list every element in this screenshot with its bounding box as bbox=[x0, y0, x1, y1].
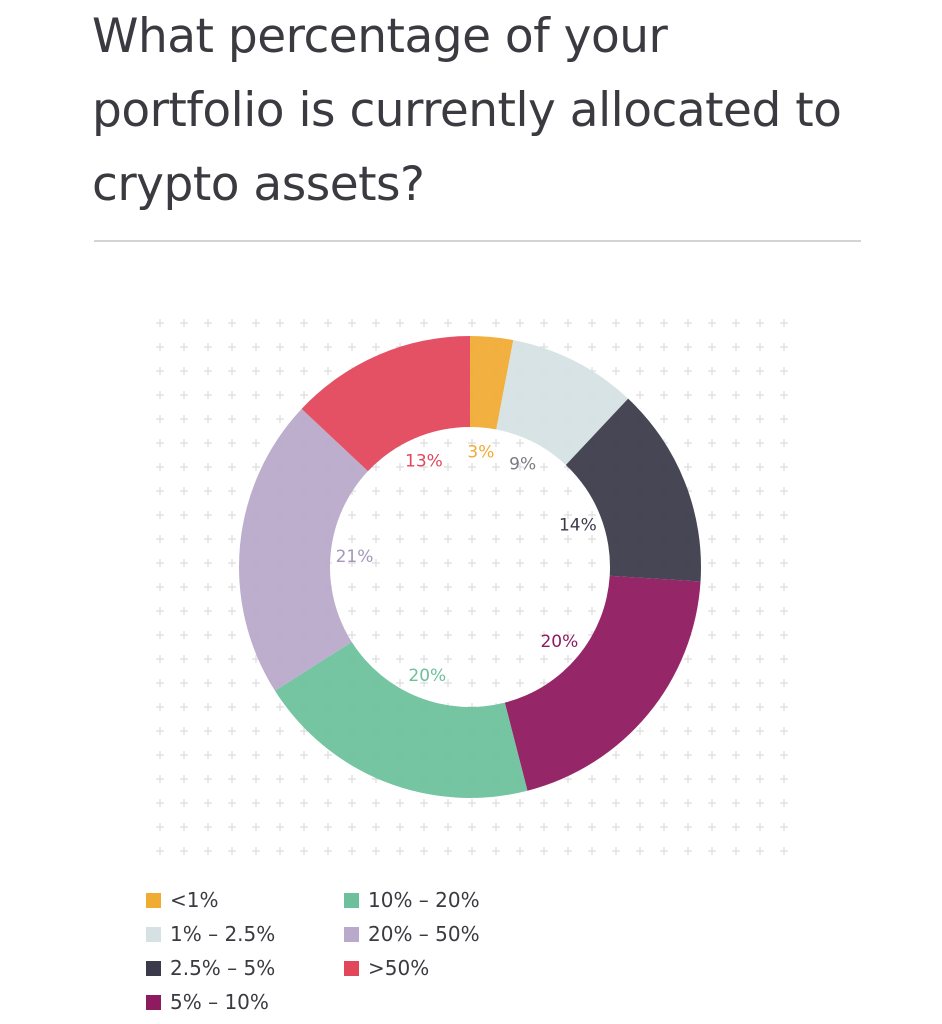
slice-2-5-5 bbox=[565, 398, 701, 582]
title-divider bbox=[94, 240, 861, 242]
legend-item-20-50: 20% – 50% bbox=[344, 922, 480, 946]
legend-item-5-10: 5% – 10% bbox=[146, 990, 269, 1014]
slice-10-20 bbox=[274, 642, 528, 798]
slice-5-10 bbox=[504, 575, 701, 791]
legend-swatch bbox=[146, 892, 161, 908]
slice-label-gt-50: 13% bbox=[405, 452, 443, 472]
legend-label: <1% bbox=[170, 888, 219, 912]
legend-item-gt-50: >50% bbox=[344, 956, 429, 980]
donut-slices bbox=[239, 336, 701, 798]
legend-label: 5% – 10% bbox=[170, 990, 269, 1014]
slice-label-1-2-5: 9% bbox=[509, 455, 536, 475]
page-title: What percentage of your portfolio is cur… bbox=[92, 9, 842, 212]
slice-label-10-20: 20% bbox=[408, 666, 446, 686]
slice-labels: 3% 9% 14% 20% 20% 21% 13% bbox=[336, 443, 597, 686]
legend-item-10-20: 10% – 20% bbox=[344, 888, 480, 912]
legend-label: 1% – 2.5% bbox=[170, 922, 276, 946]
legend-swatch bbox=[146, 926, 161, 942]
slice-label-lt-1: 3% bbox=[467, 443, 494, 463]
slice-1-2-5 bbox=[496, 340, 629, 465]
legend-label: 20% – 50% bbox=[368, 922, 480, 946]
legend-label: 10% – 20% bbox=[368, 888, 480, 912]
slice-20-50 bbox=[239, 408, 368, 691]
slice-label-2-5-5: 14% bbox=[559, 515, 597, 535]
legend-swatch bbox=[344, 960, 359, 976]
legend-swatch bbox=[344, 892, 359, 908]
slice-lt-1 bbox=[470, 336, 514, 430]
legend-item-2-5-5: 2.5% – 5% bbox=[146, 956, 275, 980]
legend-item-1-2-5: 1% – 2.5% bbox=[146, 922, 275, 946]
legend-swatch bbox=[146, 994, 161, 1010]
slice-label-5-10: 20% bbox=[540, 632, 578, 652]
legend-item-lt-1: <1% bbox=[146, 888, 219, 912]
slice-label-20-50: 21% bbox=[336, 547, 374, 567]
legend-swatch bbox=[344, 926, 359, 942]
legend-label: 2.5% – 5% bbox=[170, 956, 276, 980]
legend-swatch bbox=[146, 960, 161, 976]
slice-gt-50 bbox=[301, 336, 470, 472]
legend-label: >50% bbox=[368, 956, 430, 980]
